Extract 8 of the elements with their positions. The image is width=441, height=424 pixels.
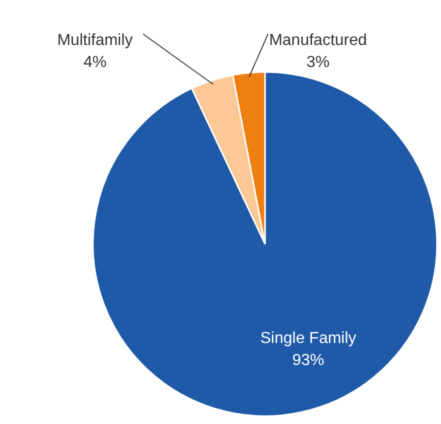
data-label: 4% [83, 54, 107, 71]
pie-slice [92, 71, 438, 417]
slice-label: Multifamily [57, 32, 133, 49]
slice-label: Manufactured [269, 32, 367, 49]
slice-label: Single Family [260, 330, 356, 348]
pie-slice [191, 74, 266, 245]
data-label: 3% [306, 54, 330, 71]
data-label: 93% [292, 352, 324, 370]
